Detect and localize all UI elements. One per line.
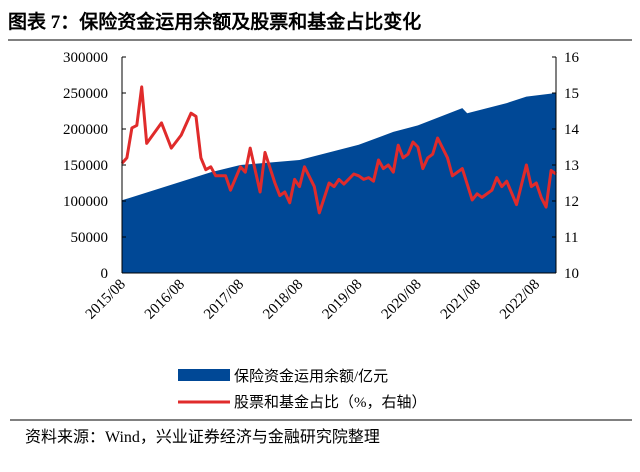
left-tick-label: 100000 — [63, 194, 108, 210]
x-tick-label: 2017/08 — [201, 277, 247, 323]
x-tick-label: 2021/08 — [438, 277, 484, 323]
area-series-fund-balance — [122, 93, 556, 273]
left-tick-label: 200000 — [63, 122, 108, 138]
left-tick-label: 150000 — [63, 158, 108, 174]
right-tick-label: 15 — [564, 86, 579, 102]
right-tick-label: 12 — [564, 194, 579, 210]
left-tick-label: 0 — [101, 266, 109, 282]
x-tick-label: 2019/08 — [319, 277, 365, 323]
legend-label-area: 保险资金运用余额/亿元 — [234, 367, 388, 385]
right-tick-label: 11 — [564, 230, 578, 246]
x-tick-label: 2020/08 — [379, 277, 425, 323]
x-tick-label: 2018/08 — [260, 277, 306, 323]
legend: 保险资金运用余额/亿元 股票和基金占比（%，右轴） — [178, 367, 427, 411]
x-tick-label: 2016/08 — [142, 277, 188, 323]
x-tick-label: 2022/08 — [497, 277, 543, 323]
right-tick-label: 10 — [564, 266, 579, 282]
chart-title: 图表 7：保险资金运用余额及股票和基金占比变化 — [8, 10, 421, 33]
line-series-equity-share — [120, 85, 557, 215]
plot-area: 0 50000 100000 150000 200000 250000 300000 10 11… — [63, 50, 580, 323]
right-tick-label: 16 — [564, 50, 580, 66]
source-note: 资料来源：Wind，兴业证券经济与金融研究院整理 — [25, 428, 380, 446]
left-tick-label: 300000 — [63, 50, 108, 66]
left-tick-label: 50000 — [71, 230, 109, 246]
legend-label-line: 股票和基金占比（%，右轴） — [234, 394, 427, 411]
left-tick-label: 250000 — [63, 86, 108, 102]
x-tick-label: 2015/08 — [83, 277, 129, 323]
right-tick-label: 14 — [564, 122, 580, 138]
right-tick-label: 13 — [564, 158, 579, 174]
legend-swatch-area — [178, 369, 230, 381]
